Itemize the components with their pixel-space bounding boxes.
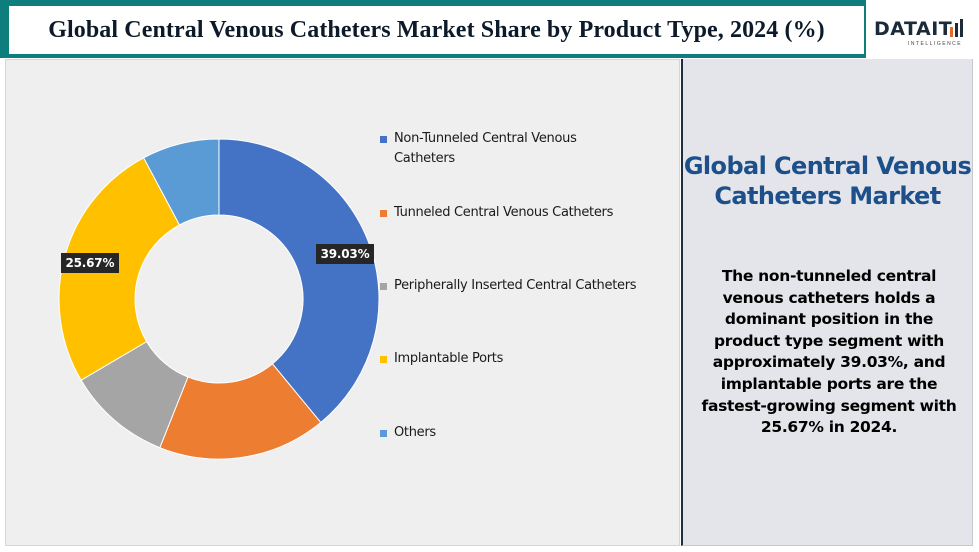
page-title: Global Central Venous Catheters Market S…: [48, 16, 825, 43]
legend-item: Peripherally Inserted Central Catheters: [380, 276, 670, 296]
data-label: 25.67%: [60, 252, 120, 273]
legend-swatch: [380, 356, 387, 363]
donut-slice: [218, 138, 380, 424]
data-label: 39.03%: [315, 243, 375, 264]
donut-slice: [159, 363, 322, 460]
summary-text: The non-tunneled central venous catheter…: [701, 267, 957, 437]
logo: DATAIT INTELLIGENCE: [868, 4, 976, 54]
summary-title: Global Central Venous Catheters Market: [683, 152, 972, 210]
donut-slice: [143, 138, 220, 226]
legend-swatch: [380, 283, 387, 290]
logo-text: DATAIT: [874, 18, 953, 40]
legend-swatch: [380, 210, 387, 217]
title-bar: Global Central Venous Catheters Market S…: [0, 0, 866, 58]
legend-item: Implantable Ports: [380, 349, 670, 369]
summary-panel: Global Central Venous Catheters Market T…: [681, 59, 973, 546]
legend-swatch: [380, 136, 387, 143]
logo-subtext: INTELLIGENCE: [908, 41, 963, 47]
legend-item: Tunneled Central Venous Catheters: [380, 203, 670, 223]
legend-label: Non-Tunneled Central Venous Catheters: [394, 131, 577, 166]
title-box: Global Central Venous Catheters Market S…: [9, 6, 864, 54]
legend-label: Tunneled Central Venous Catheters: [394, 205, 614, 220]
legend-item: Non-Tunneled Central Venous Catheters: [380, 129, 620, 169]
legend-item: Others: [380, 423, 670, 443]
legend-label: Others: [394, 425, 436, 440]
legend-label: Peripherally Inserted Central Catheters: [394, 278, 637, 293]
legend-label: Implantable Ports: [394, 351, 504, 366]
legend-swatch: [380, 430, 387, 437]
bar-chart-icon: [950, 19, 963, 37]
